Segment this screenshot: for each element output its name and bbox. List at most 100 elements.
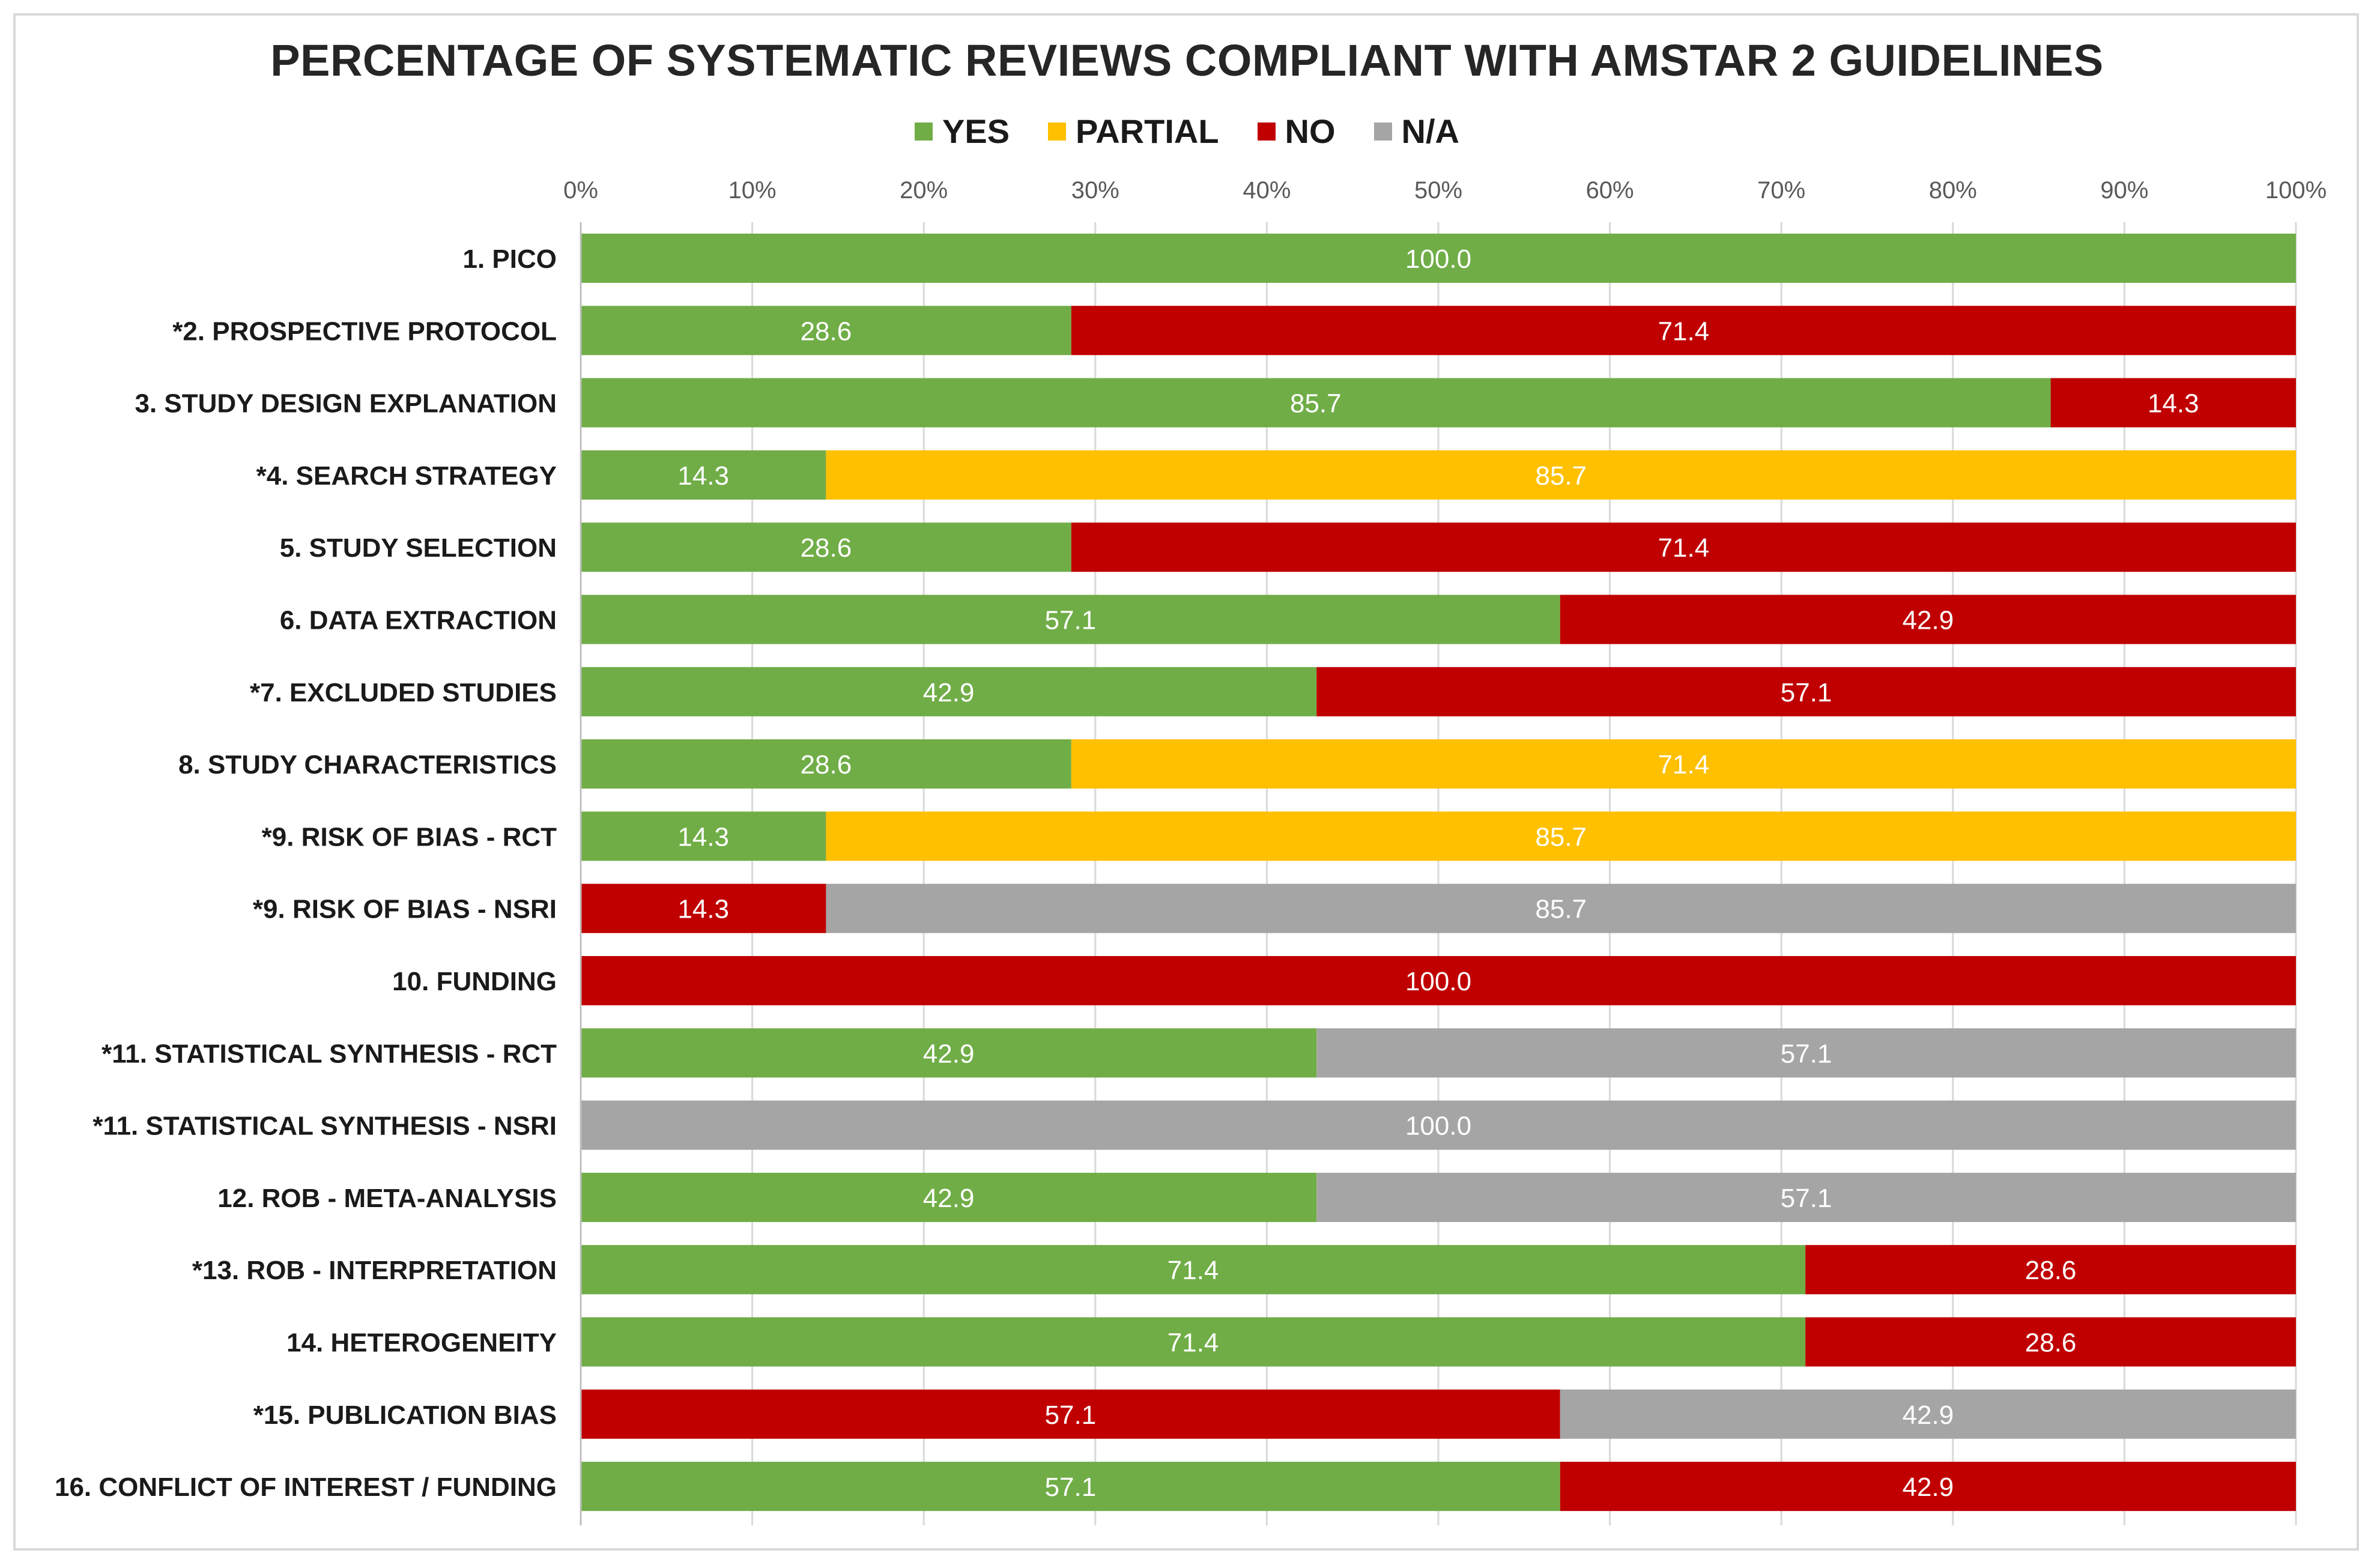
data-label: 85.7 <box>1290 389 1342 419</box>
data-label: 85.7 <box>1535 822 1587 852</box>
data-label: 42.9 <box>1903 1473 1954 1502</box>
bar-segment <box>581 667 1317 716</box>
data-label: 42.9 <box>923 1039 975 1068</box>
data-label: 100.0 <box>1405 244 1471 274</box>
data-label: 42.9 <box>1903 606 1954 635</box>
data-label: 71.4 <box>1658 750 1710 779</box>
data-label: 85.7 <box>1535 895 1587 924</box>
data-label: 28.6 <box>2025 1328 2077 1358</box>
legend-item-no: NO <box>1257 112 1336 151</box>
data-label: 85.7 <box>1535 461 1587 491</box>
data-label: 57.1 <box>1781 678 1832 707</box>
bar-segment <box>581 1100 2296 1150</box>
legend-item-yes: YES <box>914 112 1010 151</box>
data-label: 28.6 <box>801 750 852 779</box>
category-label: 6. DATA EXTRACTION <box>280 606 557 635</box>
bar-segment <box>581 956 2296 1005</box>
data-label: 28.6 <box>801 533 852 563</box>
category-label: *11. STATISTICAL SYNTHESIS - RCT <box>101 1039 557 1068</box>
legend-swatch-na <box>1373 122 1392 141</box>
chart-title: PERCENTAGE OF SYSTEMATIC REVIEWS COMPLIA… <box>270 35 2104 85</box>
data-label: 100.0 <box>1405 1112 1471 1141</box>
legend-swatch-partial <box>1048 122 1067 141</box>
x-tick-label: 40% <box>1243 177 1291 204</box>
bar-segment <box>581 883 826 933</box>
data-label: 71.4 <box>1658 316 1710 346</box>
category-label: 14. HETEROGENEITY <box>286 1328 557 1358</box>
category-label: 16. CONFLICT OF INTEREST / FUNDING <box>55 1473 557 1502</box>
data-label: 14.3 <box>2148 389 2199 419</box>
data-label: 28.6 <box>2025 1256 2077 1285</box>
bar-segment <box>1805 1245 2296 1295</box>
x-tick-label: 80% <box>1929 177 1977 204</box>
data-label: 42.9 <box>923 678 975 707</box>
x-tick-label: 50% <box>1414 177 1462 204</box>
bar-segment <box>826 883 2296 933</box>
bar-segment <box>581 1028 1317 1078</box>
bar-segment <box>1071 739 2296 789</box>
category-label: *13. ROB - INTERPRETATION <box>192 1256 557 1285</box>
bar-segment <box>1071 306 2296 356</box>
category-label: *9. RISK OF BIAS - RCT <box>262 822 557 852</box>
x-tick-label: 90% <box>2100 177 2148 204</box>
category-label: *15. PUBLICATION BIAS <box>253 1400 557 1430</box>
category-label: 8. STUDY CHARACTERISTICS <box>178 750 557 779</box>
category-label: *9. RISK OF BIAS - NSRI <box>253 895 557 924</box>
x-tick-label: 30% <box>1071 177 1119 204</box>
chart-legend: YES PARTIAL NO N/A <box>0 112 2374 151</box>
bar-segment <box>826 450 2296 500</box>
data-label: 71.4 <box>1167 1256 1219 1285</box>
bar-segment <box>1560 1462 2296 1512</box>
bar-segment <box>1560 595 2296 644</box>
legend-label-yes: YES <box>942 112 1010 150</box>
bar-segment <box>581 739 1071 789</box>
bar-segment <box>1316 667 2296 716</box>
bar-segment <box>1316 1028 2296 1078</box>
data-label: 42.9 <box>1903 1400 1954 1430</box>
x-tick-label: 60% <box>1586 177 1634 204</box>
data-label: 57.1 <box>1781 1184 1832 1213</box>
bar-segment <box>581 1245 1806 1295</box>
data-label: 28.6 <box>801 316 852 346</box>
bar-segment <box>826 811 2296 861</box>
category-label: *2. PROSPECTIVE PROTOCOL <box>172 316 557 346</box>
x-tick-label: 70% <box>1757 177 1805 204</box>
category-label: *11. STATISTICAL SYNTHESIS - NSRI <box>92 1112 557 1141</box>
legend-label-na: N/A <box>1401 112 1459 150</box>
data-label: 100.0 <box>1405 967 1471 996</box>
legend-label-partial: PARTIAL <box>1076 112 1219 150</box>
x-tick-label: 20% <box>900 177 948 204</box>
category-label: *7. EXCLUDED STUDIES <box>250 678 557 707</box>
category-label: 12. ROB - META-ANALYSIS <box>217 1184 557 1213</box>
data-label: 57.1 <box>1781 1039 1832 1068</box>
data-label: 14.3 <box>677 461 729 491</box>
legend-item-partial: PARTIAL <box>1048 112 1219 151</box>
bar-segment <box>581 306 1071 356</box>
bar-segment <box>1316 1172 2296 1222</box>
bar-segment <box>581 1172 1317 1222</box>
bar-segment <box>581 811 826 861</box>
data-label: 57.1 <box>1045 606 1097 635</box>
legend-label-no: NO <box>1285 112 1336 150</box>
category-label: 5. STUDY SELECTION <box>280 533 557 563</box>
legend-item-na: N/A <box>1373 112 1459 151</box>
x-tick-label: 10% <box>728 177 777 204</box>
bar-segment <box>581 1462 1560 1512</box>
data-label: 71.4 <box>1658 533 1710 563</box>
category-label: 3. STUDY DESIGN EXPLANATION <box>135 389 557 419</box>
category-label: *4. SEARCH STRATEGY <box>256 461 557 491</box>
bar-segment <box>581 450 826 500</box>
x-tick-label: 100% <box>2265 177 2327 204</box>
data-label: 57.1 <box>1045 1473 1097 1502</box>
category-label: 10. FUNDING <box>392 967 557 996</box>
data-label: 71.4 <box>1167 1328 1219 1358</box>
legend-swatch-yes <box>914 122 933 141</box>
bar-segment <box>1805 1317 2296 1367</box>
bar-segment <box>1560 1389 2296 1439</box>
bar-segment <box>2050 378 2296 428</box>
bar-segment <box>581 378 2051 428</box>
bar-segment <box>581 1389 1560 1439</box>
legend-swatch-no <box>1257 122 1276 141</box>
bar-segment <box>1071 522 2296 572</box>
